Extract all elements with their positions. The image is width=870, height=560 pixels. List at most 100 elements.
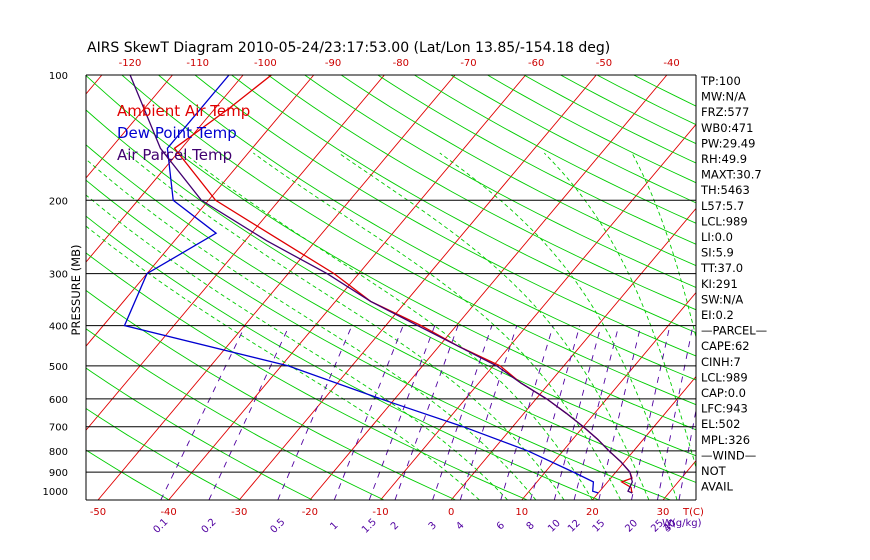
dry-adiabat-line	[377, 75, 696, 245]
dry-adiabat-line	[86, 144, 696, 483]
index-entry: RH:49.9	[701, 152, 747, 166]
bottom-temperature-label: -30	[231, 507, 247, 518]
top-temperature-label: -70	[460, 58, 476, 69]
index-entry: FRZ:577	[701, 105, 749, 119]
index-entry: NOT	[701, 464, 727, 478]
dry-adiabat-line	[121, 75, 696, 406]
legend-entry: Ambient Air Temp	[117, 102, 250, 120]
mixing-ratio-line	[208, 325, 290, 500]
legend-entry: Air Parcel Temp	[117, 146, 232, 164]
isotherm-line	[86, 75, 173, 179]
dry-adiabat-line	[414, 75, 696, 224]
index-entry: L57:5.7	[701, 199, 744, 213]
mixing-ratio-label: 0.5	[269, 517, 288, 536]
index-entry: LCL:989	[701, 370, 748, 384]
dry-adiabat-line	[267, 75, 696, 311]
dry-adiabat-line	[86, 328, 385, 500]
moist-adiabat-line	[86, 194, 508, 500]
mixing-ratio-line	[657, 325, 694, 500]
mixing-ratio-label: 0.2	[200, 517, 219, 536]
dry-adiabat-line	[450, 75, 696, 204]
isotherm-line	[380, 123, 696, 500]
index-entry: EL:502	[701, 417, 741, 431]
index-entry: CAPE:62	[701, 339, 750, 353]
pressure-tick-label: 900	[49, 468, 68, 479]
dry-adiabat-line	[231, 75, 696, 334]
dry-adiabat-line	[86, 179, 671, 500]
mixing-ratio-label: 6	[495, 520, 507, 532]
index-entry: WB0:471	[701, 121, 753, 135]
series-air-parcel-temp	[129, 75, 633, 494]
legend-entry: Dew Point Temp	[117, 124, 237, 142]
legend: Ambient Air Temp Dew Point Temp Air Parcel…	[117, 102, 250, 164]
moist-adiabat-line	[183, 152, 593, 500]
mixing-ratio-line	[631, 325, 671, 500]
mixing-ratio-label: 12	[566, 518, 583, 535]
dry-adiabat-line	[86, 109, 696, 457]
dry-adiabat-line	[86, 252, 528, 500]
top-temperature-label: -100	[254, 58, 277, 69]
index-entry: SW:N/A	[701, 292, 743, 306]
mixing-ratio-label: 2	[389, 520, 401, 532]
top-temperature-label: -60	[528, 58, 544, 69]
series-ambient-air-temp	[173, 75, 633, 494]
mixing-ratio-label: 8	[525, 520, 537, 532]
dry-adiabat-line	[340, 75, 696, 267]
mixing-ratio-label: 20	[623, 518, 640, 535]
bottom-temperature-label: 10	[515, 507, 528, 518]
mixing-ratio-line	[160, 325, 246, 500]
dry-adiabat-line	[158, 75, 696, 381]
top-temperature-label: -90	[325, 58, 341, 69]
index-entry: PW:29.49	[701, 136, 755, 150]
mixing-ratio-label: 4	[454, 520, 466, 532]
moist-adiabat-line	[126, 152, 565, 500]
bottom-temperature-label: -40	[160, 507, 176, 518]
index-entry: —PARCEL—	[701, 324, 767, 338]
mixing-ratio-line	[432, 325, 493, 500]
isotherm-line	[450, 207, 696, 500]
profile-series	[123, 75, 633, 494]
mixing-ratio-line	[573, 325, 620, 500]
pressure-tick-label: 100	[49, 71, 68, 82]
bottom-temperature-label: -20	[302, 507, 318, 518]
isotherm-line	[86, 75, 244, 263]
chart-title: AIRS SkewT Diagram 2010-05-24/23:17:53.0…	[87, 40, 610, 56]
mixing-ratio-label: 1	[328, 520, 340, 532]
index-entry: MPL:326	[701, 433, 750, 447]
isotherm-line	[592, 375, 696, 500]
index-entry: KI:291	[701, 277, 738, 291]
moist-adiabat-line	[439, 152, 678, 500]
dry-adiabat-line	[523, 75, 696, 164]
bottom-temperature-label: 30	[657, 507, 670, 518]
mixing-ratio-label: 3	[427, 520, 439, 532]
index-entry: AVAIL	[701, 480, 734, 494]
mixing-ratio-label: 15	[591, 518, 608, 535]
bottom-unit-label: T(C)	[682, 507, 704, 518]
top-temperature-label: -110	[186, 58, 209, 69]
index-entry: LI:0.0	[701, 230, 733, 244]
isotherm-line	[86, 75, 385, 431]
mixing-ratio-line	[500, 325, 554, 500]
mixing-ratio-label: 10	[546, 518, 563, 535]
isotherm-line	[0, 75, 31, 500]
bottom-temperature-label: -10	[372, 507, 388, 518]
isotherm-line	[521, 291, 696, 500]
bottom-temperature-label: 20	[586, 507, 599, 518]
index-entry: —WIND—	[701, 448, 756, 462]
index-entry: MAXT:30.7	[701, 168, 762, 182]
mixing-ratio-label: 1.5	[360, 517, 379, 536]
index-entry: LCL:989	[701, 214, 748, 228]
mixing-ratio-line	[598, 325, 642, 500]
mixing-ratio-line	[277, 325, 353, 500]
isotherm-line	[309, 75, 668, 500]
dry-adiabat-line	[194, 75, 696, 357]
dry-adiabat-line	[86, 367, 313, 500]
top-temperature-label: -80	[393, 58, 409, 69]
isotherm-line	[97, 75, 456, 500]
index-entry: MW:N/A	[701, 90, 746, 104]
pressure-tick-label: 500	[49, 362, 68, 373]
top-temperature-ticks: -120 -110 -100 -90 -80 -70 -60 -50 -40	[119, 58, 680, 69]
